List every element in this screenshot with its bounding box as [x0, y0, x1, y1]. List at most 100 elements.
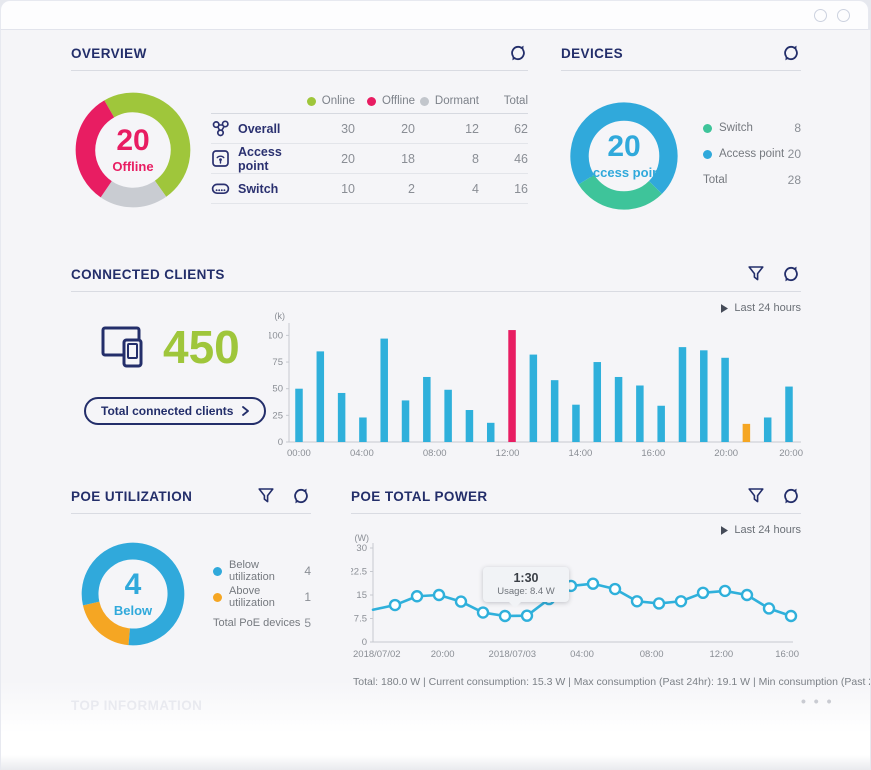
dashboard-content: OVERVIEW 20 Offline Online Offline Do	[0, 30, 871, 770]
bar	[380, 338, 388, 442]
poe-total-power-panel: POE TOTAL POWER Last 24 hours (W) 0 7.5 15 2…	[351, 486, 870, 696]
bar	[529, 354, 538, 442]
refresh-icon[interactable]	[781, 43, 801, 63]
bar	[465, 410, 474, 442]
bar	[337, 392, 346, 442]
panel-title: DEVICES	[561, 45, 624, 61]
bar	[657, 405, 665, 442]
client-devices-icon	[99, 325, 149, 369]
refresh-icon[interactable]	[781, 486, 801, 506]
bar	[742, 423, 751, 442]
donut-segment-access-point	[570, 102, 678, 210]
time-range-selector[interactable]: Last 24 hours	[721, 524, 801, 536]
switch-icon	[211, 179, 230, 198]
column-header: Offline	[381, 95, 415, 107]
dormant-dot	[419, 96, 429, 106]
svg-text:12:00: 12:00	[709, 649, 733, 660]
data-point	[608, 582, 622, 596]
chevron-right-icon	[242, 406, 249, 416]
panel-title: POE TOTAL POWER	[351, 488, 488, 504]
svg-text:12:00: 12:00	[496, 448, 520, 459]
bar	[614, 376, 623, 442]
svg-text:04:00: 04:00	[350, 448, 374, 459]
legend-item-above-utilization: Above utilization 1	[213, 584, 311, 610]
tooltip-usage: Usage: 8.4 W	[497, 585, 555, 597]
svg-text:14:00: 14:00	[569, 448, 593, 459]
window-control-circle[interactable]	[837, 9, 850, 22]
chart-tooltip: 1:30 Usage: 8.4 W	[483, 566, 569, 608]
panel-title: OVERVIEW	[71, 45, 147, 61]
divider	[71, 513, 311, 514]
svg-text:00:00: 00:00	[287, 448, 311, 459]
svg-text:22.5: 22.5	[351, 567, 367, 578]
total-connected-clients-button[interactable]: Total connected clients	[84, 397, 267, 425]
more-options-icon[interactable]: • • •	[801, 693, 834, 709]
table-header: Online Offline Dormant Total	[211, 89, 528, 114]
bar	[316, 351, 325, 442]
divider	[71, 70, 528, 71]
bar	[572, 404, 580, 442]
filter-icon[interactable]	[746, 264, 766, 284]
svg-text:0: 0	[362, 637, 367, 648]
legend-item-switch: Switch 8	[703, 115, 801, 141]
overall-icon	[211, 119, 230, 138]
data-point	[410, 590, 424, 603]
filter-icon[interactable]	[256, 486, 276, 506]
column-header: Total	[503, 95, 528, 107]
table-row-access-point[interactable]: Access point 20 18 8 46	[211, 144, 528, 174]
table-row-switch[interactable]: Switch 10 2 4 16	[211, 174, 528, 204]
data-point	[630, 595, 644, 608]
svg-text:08:00: 08:00	[423, 448, 447, 459]
panel-title: POE UTILIZATION	[71, 488, 193, 504]
window-titlebar	[0, 0, 869, 30]
poe-power-line-chart: (W) 0 7.5 15 22.5 30 2018/07/02 20:00 2018/07/03…	[351, 534, 811, 668]
bar	[721, 357, 729, 442]
window-control-circle[interactable]	[814, 9, 827, 22]
poe-utilization-donut-chart: 4 Below	[77, 538, 189, 650]
svg-text:08:00: 08:00	[640, 649, 664, 660]
bar	[359, 417, 367, 442]
overview-donut-chart: 20 Offline	[71, 88, 195, 212]
bar	[550, 380, 559, 442]
svg-text:2018/07/03: 2018/07/03	[489, 649, 537, 660]
bar	[401, 400, 410, 442]
data-point	[432, 588, 446, 602]
time-range-selector[interactable]: Last 24 hours	[721, 302, 801, 314]
data-point	[454, 595, 468, 608]
svg-text:15: 15	[356, 590, 367, 601]
svg-text:20:00: 20:00	[431, 649, 455, 660]
refresh-icon[interactable]	[291, 486, 311, 506]
access-point-icon	[211, 149, 230, 168]
data-point	[520, 609, 534, 622]
table-row-overall[interactable]: Overall 30 20 12 62	[211, 114, 528, 144]
svg-text:7.5: 7.5	[354, 614, 367, 625]
data-point	[498, 609, 512, 623]
below-utilization-dot	[213, 566, 222, 576]
filter-icon[interactable]	[746, 486, 766, 506]
data-point	[718, 584, 732, 598]
donut-segment-dormant	[75, 92, 191, 208]
faint-next-section-title: TOP INFORMATION	[71, 698, 203, 713]
poe-utilization-legend: Below utilization 4 Above utilization 1 …	[213, 558, 311, 636]
svg-text:2018/07/02: 2018/07/02	[353, 649, 401, 660]
data-point	[762, 602, 776, 615]
above-utilization-dot	[213, 592, 222, 602]
devices-donut-chart: 20 Access point	[566, 98, 682, 214]
switch-dot	[703, 123, 712, 133]
panel-title: CONNECTED CLIENTS	[71, 266, 225, 282]
overview-panel: OVERVIEW 20 Offline Online Offline Do	[71, 43, 528, 238]
donut-center-label: Access point	[583, 165, 665, 180]
svg-text:50: 50	[272, 384, 283, 395]
data-point	[740, 588, 754, 602]
bar	[700, 350, 708, 442]
svg-text:04:00: 04:00	[570, 649, 594, 660]
refresh-icon[interactable]	[508, 43, 528, 63]
bar	[785, 386, 793, 442]
svg-text:30: 30	[356, 543, 367, 554]
refresh-icon[interactable]	[781, 264, 801, 284]
bar	[295, 388, 303, 442]
bar	[763, 417, 772, 442]
svg-text:75: 75	[272, 357, 283, 368]
divider	[561, 70, 801, 71]
